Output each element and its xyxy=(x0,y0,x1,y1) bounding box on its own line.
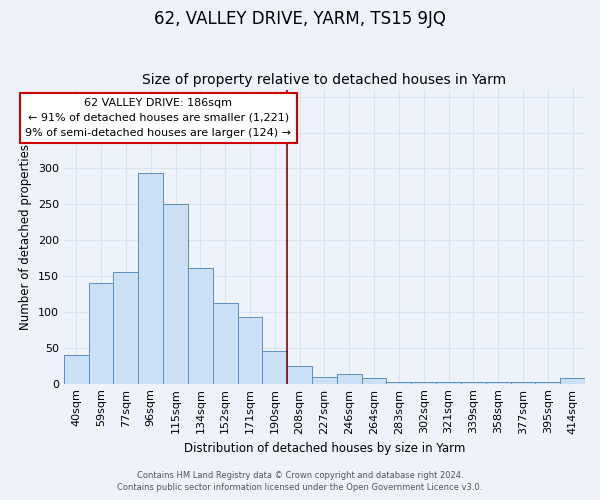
Bar xyxy=(461,382,486,384)
Y-axis label: Number of detached properties: Number of detached properties xyxy=(19,144,32,330)
Bar xyxy=(560,378,585,384)
Text: 62 VALLEY DRIVE: 186sqm
← 91% of detached houses are smaller (1,221)
9% of semi-: 62 VALLEY DRIVE: 186sqm ← 91% of detache… xyxy=(25,98,291,138)
X-axis label: Distribution of detached houses by size in Yarm: Distribution of detached houses by size … xyxy=(184,442,465,455)
Bar xyxy=(535,382,560,384)
Bar xyxy=(213,302,238,384)
Bar xyxy=(386,382,411,384)
Bar xyxy=(188,268,213,384)
Bar xyxy=(238,317,262,384)
Bar xyxy=(411,382,436,384)
Title: Size of property relative to detached houses in Yarm: Size of property relative to detached ho… xyxy=(142,73,506,87)
Bar xyxy=(287,366,312,384)
Bar xyxy=(362,378,386,384)
Bar xyxy=(337,374,362,384)
Bar xyxy=(312,376,337,384)
Bar xyxy=(89,283,113,384)
Bar xyxy=(262,350,287,384)
Bar xyxy=(511,382,535,384)
Bar xyxy=(436,382,461,384)
Bar xyxy=(64,355,89,384)
Bar xyxy=(486,382,511,384)
Text: Contains HM Land Registry data © Crown copyright and database right 2024.
Contai: Contains HM Land Registry data © Crown c… xyxy=(118,471,482,492)
Text: 62, VALLEY DRIVE, YARM, TS15 9JQ: 62, VALLEY DRIVE, YARM, TS15 9JQ xyxy=(154,10,446,28)
Bar xyxy=(113,272,139,384)
Bar xyxy=(139,174,163,384)
Bar xyxy=(163,204,188,384)
